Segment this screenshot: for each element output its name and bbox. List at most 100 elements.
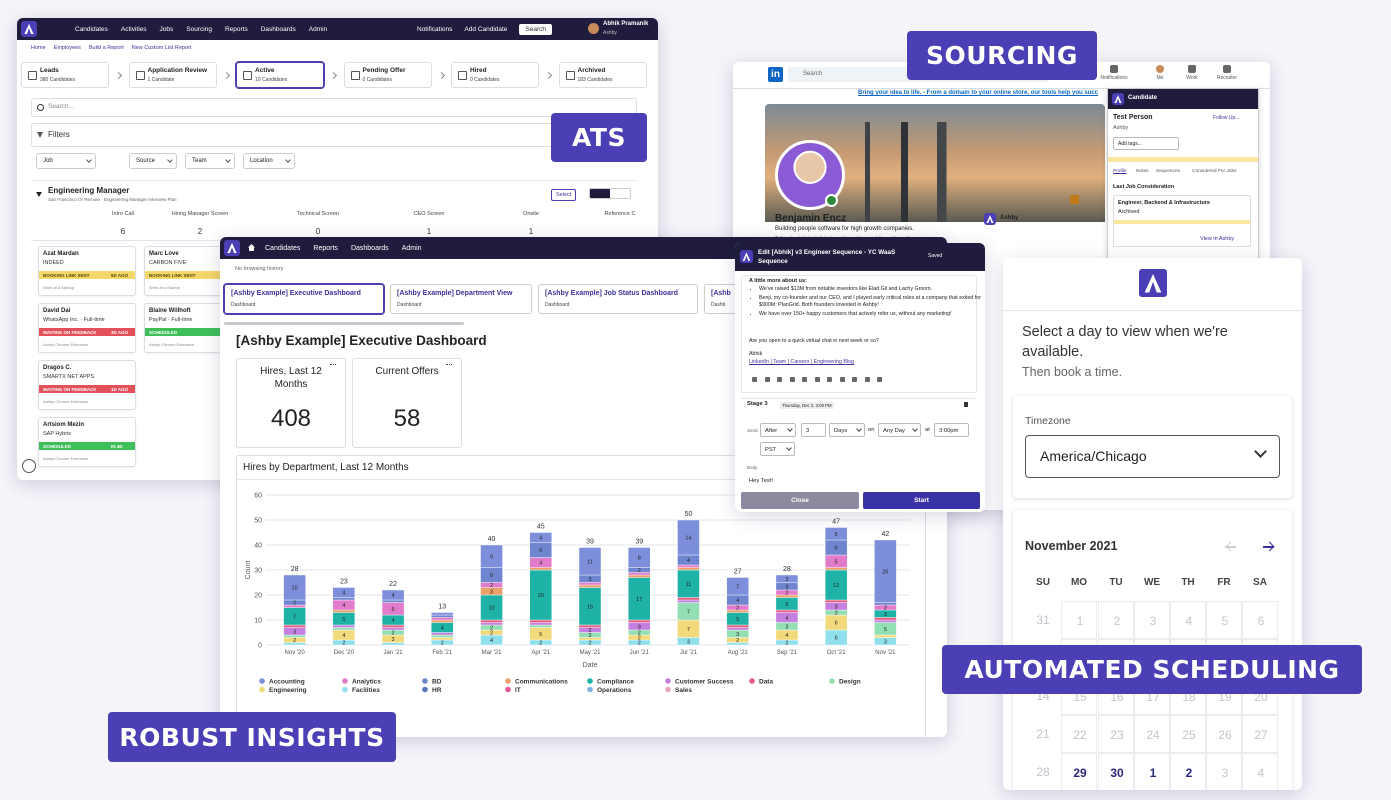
nav-item[interactable]: Recruiter [1216, 75, 1238, 81]
select-value: Any Day [883, 427, 905, 434]
filter-chip[interactable]: Team [185, 153, 235, 169]
select[interactable]: Days [829, 423, 865, 437]
nav-item[interactable]: Reports [224, 25, 248, 33]
divider [31, 180, 637, 181]
view-link[interactable]: View in Ashby [1200, 236, 1235, 242]
toolbar-icon[interactable] [777, 377, 782, 382]
nav-item[interactable]: Jobs [159, 25, 174, 33]
delete-icon[interactable] [964, 402, 968, 407]
nav-item[interactable]: Add Candidate [464, 25, 508, 33]
dashboard-tab[interactable]: [Ashby Example] Department View Dashboard [390, 284, 532, 314]
panel-org: Ashby [1113, 125, 1129, 131]
day-cell[interactable]: 2 [1170, 753, 1206, 790]
toolbar-icon[interactable] [802, 377, 807, 382]
filter-chip[interactable]: Location [243, 153, 295, 169]
toolbar-icon[interactable] [764, 377, 770, 382]
filter-chip[interactable]: Source [129, 153, 177, 169]
toolbar-icon[interactable] [852, 377, 857, 382]
popup-header [735, 243, 985, 271]
home-icon[interactable] [248, 244, 255, 251]
stage[interactable]: Leads 380 Candidates [21, 62, 109, 88]
breadcrumb-item[interactable]: Home [31, 45, 46, 51]
dashboard-tab[interactable]: [Ashby Example] Executive Dashboard Dashb… [224, 284, 384, 314]
prev-month[interactable] [1225, 546, 1236, 548]
breadcrumb-item[interactable]: New Custom List Report [131, 45, 192, 51]
candidate-card[interactable]: Azat Mardan INDEED BOOKING LINK SENT 6D AGO… [38, 246, 136, 296]
timezone-select[interactable]: America/Chicago [1025, 435, 1280, 478]
dashboard-tab[interactable]: [Ashby Example] Job Status Dashboard Dash… [538, 284, 698, 314]
column-name: Reference C [604, 211, 636, 217]
panel-tab[interactable]: Considered For Jobs [1192, 169, 1237, 174]
follow-up[interactable]: Follow Up... [1213, 115, 1240, 121]
nav-item[interactable]: Candidates [75, 25, 108, 33]
breadcrumb-item[interactable]: Build a Report [88, 45, 124, 51]
kpi-menu[interactable] [330, 364, 336, 367]
stage[interactable]: Application Review 1 Candidate [128, 62, 217, 88]
select[interactable]: After [760, 423, 796, 437]
bar-segment [431, 632, 454, 636]
help-button[interactable] [22, 459, 36, 473]
panel-tab[interactable]: Sequences [1156, 169, 1181, 174]
nav-item[interactable]: Notifications [1100, 75, 1128, 81]
view-toggle[interactable] [589, 188, 631, 199]
nav-item[interactable]: Notifications [417, 25, 453, 33]
signature-links[interactable]: LinkedIn | Team | Careers | Engineering … [749, 359, 855, 365]
total-label: 50 [685, 511, 693, 518]
day-cell[interactable]: 1 [1134, 753, 1170, 790]
stage[interactable]: Active 10 Candidates [236, 62, 324, 88]
search-box[interactable]: Search... [31, 98, 637, 117]
stage[interactable]: Pending Offer 0 Candidates [343, 62, 432, 88]
nav-item[interactable]: Activities [120, 25, 147, 33]
select[interactable]: PST [760, 442, 795, 456]
day-cell[interactable]: 29 [1061, 753, 1097, 790]
nav-item[interactable]: Admin [308, 25, 328, 33]
breadcrumb-item[interactable]: Employees [53, 45, 81, 51]
candidate-card[interactable]: Artsiom Mezin SAP Hybris SCHEDULED IN 4D Ash… [38, 417, 136, 467]
toolbar-icon[interactable] [789, 377, 795, 382]
promo-banner[interactable]: Bring your idea to life. - From a domain… [858, 90, 1099, 96]
select[interactable]: 3 [801, 423, 826, 437]
next-month[interactable] [1263, 546, 1274, 548]
candidate-card[interactable]: Dragos C. SMARTX NET APPS WAITING ON FEEDB… [38, 360, 136, 410]
nav-item[interactable]: Sourcing [186, 25, 212, 33]
nav-item[interactable]: Dashboards [260, 25, 296, 33]
stage[interactable]: Hired 0 Candidates [451, 62, 539, 88]
toolbar-icon[interactable] [752, 377, 757, 382]
select[interactable]: 3:00pm [934, 423, 969, 437]
panel-tab[interactable]: Profile [1113, 169, 1127, 174]
nav-item[interactable]: Dashboards [350, 244, 389, 252]
nav-item[interactable]: Admin [401, 244, 422, 252]
segment-label: 4 [392, 593, 395, 599]
stage-icon [458, 71, 467, 80]
nav-item[interactable]: Work [1186, 75, 1198, 81]
start-button[interactable]: Start [863, 492, 980, 509]
segment-label: 4 [785, 616, 788, 622]
tab-sub: Dashboard [545, 302, 570, 308]
toolbar-icon[interactable] [864, 377, 870, 382]
day-number: 28 [1036, 765, 1050, 779]
search-button[interactable]: Search [519, 23, 553, 35]
toolbar-icon[interactable] [827, 377, 832, 382]
toolbar-icon[interactable] [839, 377, 845, 382]
bar-segment [578, 582, 602, 586]
tags-select[interactable]: Add tags... [1113, 137, 1179, 150]
toolbar-icon[interactable] [877, 377, 882, 382]
candidate-card[interactable]: David Dai WhatsApp Inc. · Full-time WAITIN… [38, 303, 136, 353]
filter-chip[interactable]: Job [36, 153, 96, 169]
panel-tab[interactable]: Notes [1136, 169, 1149, 174]
stage[interactable]: Archived 183 Candidates [558, 62, 647, 88]
nav-item[interactable]: Reports [313, 244, 338, 252]
select-button[interactable]: Select [551, 189, 577, 201]
legend-swatch [342, 678, 348, 684]
logo [1112, 93, 1124, 105]
section-title: Last Job Consideration [1113, 184, 1175, 190]
close-button[interactable]: Close [741, 492, 859, 509]
day-cell[interactable]: 30 [1098, 753, 1134, 790]
day-number: 25 [1182, 728, 1196, 742]
nav-item[interactable]: Candidates [265, 244, 301, 252]
select[interactable]: Any Day [878, 423, 921, 437]
stage-icon [243, 71, 252, 80]
toolbar-icon[interactable] [814, 377, 820, 382]
kpi-menu[interactable] [446, 364, 452, 367]
nav-item[interactable]: Me [1156, 75, 1164, 81]
